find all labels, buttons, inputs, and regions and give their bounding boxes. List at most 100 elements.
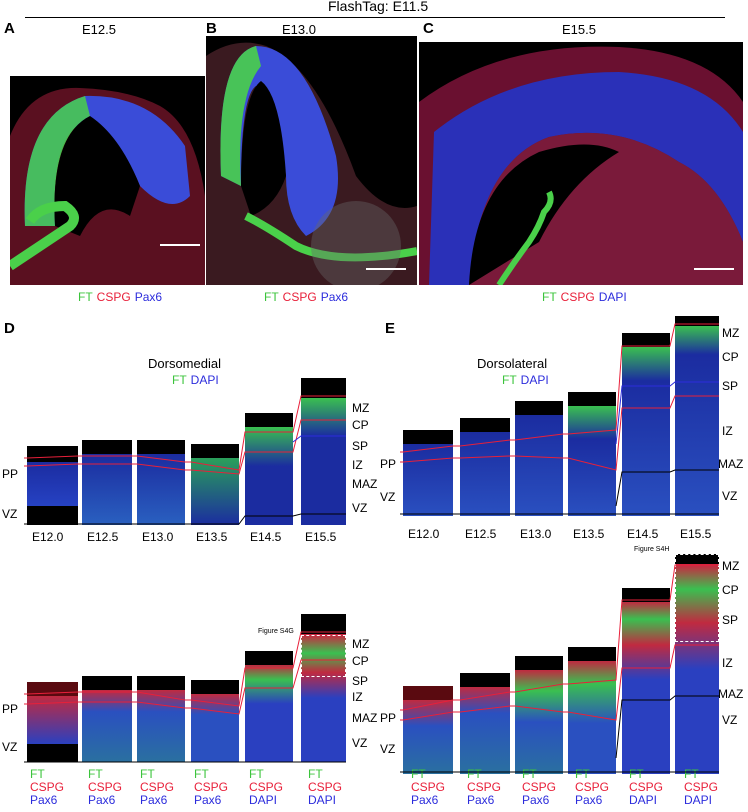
panel-e-stage-label: E13.5 xyxy=(573,527,605,541)
stage-label-a: E12.5 xyxy=(82,22,116,37)
panel-e-stage-label: E12.0 xyxy=(408,527,440,541)
panel-e-top-e14-5 xyxy=(622,333,670,516)
panel-e-top-e13-5 xyxy=(568,392,616,516)
panel-e-inset-box xyxy=(675,554,719,642)
panel-d-title: Dorsomedial xyxy=(148,356,221,371)
zone-label-pp: PP xyxy=(380,457,397,471)
legend-a: FT CSPG Pax6 xyxy=(78,290,163,304)
zone-label-vz: VZ xyxy=(2,507,18,521)
panel-d-top-e14-5 xyxy=(245,413,293,525)
micrograph-a xyxy=(10,76,205,285)
zone-label-sp: SP xyxy=(722,613,739,627)
zone-label-vz: VZ xyxy=(380,742,396,756)
zone-label-maz: MAZ xyxy=(352,477,378,491)
zone-label-maz: MAZ xyxy=(718,687,744,701)
panel-e-bottom-e13-0 xyxy=(515,656,563,774)
legend-c: FT CSPG DAPI xyxy=(542,290,627,304)
panel-e-top-e12-5 xyxy=(460,418,510,516)
panel-letter-b: B xyxy=(206,20,217,37)
panel-d-stage-label: E15.5 xyxy=(305,530,337,544)
zone-label-pp: PP xyxy=(2,467,19,481)
panel-d-top-e12-0 xyxy=(27,446,78,525)
panel-d-bottom-e13-0 xyxy=(137,676,185,762)
panel-e-top-e13-0 xyxy=(515,401,563,516)
panel-e-bottom-legend: FT CSPG Pax6 xyxy=(467,767,502,807)
panel-letter-e: E xyxy=(385,320,396,337)
panel-d-bottom-e13-5 xyxy=(191,680,239,762)
panel-d-stage-label: E13.0 xyxy=(142,530,174,544)
panel-e-top-e12-0 xyxy=(403,430,453,516)
panel-e-bottom-e14-5 xyxy=(622,588,670,774)
panel-d-stage-label: E12.5 xyxy=(87,530,119,544)
panel-d-bottom-legend: FT CSPG Pax6 xyxy=(30,767,65,807)
zone-label-iz: IZ xyxy=(352,458,363,472)
panel-d-inset-label: Figure S4G xyxy=(258,628,294,635)
panel-letter-a: A xyxy=(4,20,15,37)
title-rule xyxy=(25,17,725,18)
panel-e-stage-label: E14.5 xyxy=(627,527,659,541)
stage-label-c: E15.5 xyxy=(562,22,596,37)
panel-e-stage-label: E12.5 xyxy=(465,527,497,541)
micrograph-c xyxy=(419,42,743,285)
panel-d-inset-box xyxy=(301,635,346,677)
panel-e-bottom-legend: FT CSPG DAPI xyxy=(629,767,664,807)
panel-d-top-e13-0 xyxy=(137,440,185,525)
scale-bar xyxy=(160,244,200,246)
zone-label-pp: PP xyxy=(2,702,19,716)
panel-d-stage-label: E12.0 xyxy=(32,530,64,544)
zone-label-cp: CP xyxy=(352,418,369,432)
panel-d-top-e13-5 xyxy=(191,444,239,525)
panel-e-bottom-e12-0 xyxy=(403,686,453,774)
panel-d-bottom-legend: FT CSPG Pax6 xyxy=(140,767,175,807)
zone-label-maz: MAZ xyxy=(352,711,378,725)
panel-e-inset-label: Figure S4H xyxy=(634,546,670,553)
zone-label-vz: VZ xyxy=(380,490,396,504)
panel-letter-d: D xyxy=(4,320,15,337)
panel-d-bottom-legend: FT CSPG Pax6 xyxy=(194,767,229,807)
zone-label-vz: VZ xyxy=(722,489,738,503)
panel-d-bottom-e12-5 xyxy=(82,676,132,762)
zone-label-vz: VZ xyxy=(722,713,738,727)
zone-label-sp: SP xyxy=(352,439,369,453)
scale-bar xyxy=(694,268,734,270)
panel-e-bottom-legend: FT CSPG DAPI xyxy=(684,767,719,807)
zone-label-mz: MZ xyxy=(722,559,740,573)
panel-e-legend: FT DAPI xyxy=(502,373,549,387)
panel-e-bottom-e12-5 xyxy=(460,673,510,774)
panel-d-bottom-legend: FT CSPG DAPI xyxy=(308,767,343,807)
zone-label-vz: VZ xyxy=(2,740,18,754)
panel-d-legend: FT DAPI xyxy=(172,373,219,387)
panel-d-bottom-e12-0 xyxy=(27,682,78,762)
panel-e-stage-label: E15.5 xyxy=(680,527,712,541)
panel-e-bottom-legend: FT CSPG Pax6 xyxy=(522,767,557,807)
stage-label-b: E13.0 xyxy=(282,22,316,37)
zone-label-cp: CP xyxy=(352,654,369,668)
zone-label-iz: IZ xyxy=(722,424,733,438)
panel-e-stage-label: E13.0 xyxy=(520,527,552,541)
zone-label-sp: SP xyxy=(352,674,369,688)
panel-e-bottom-e13-5 xyxy=(568,647,616,774)
panel-d-top-e12-5 xyxy=(82,440,132,525)
zone-label-mz: MZ xyxy=(352,401,370,415)
panel-d-bottom-legend: FT CSPG DAPI xyxy=(249,767,284,807)
panel-d-bottom-legend: FT CSPG Pax6 xyxy=(88,767,123,807)
scale-bar xyxy=(366,268,406,270)
zone-label-cp: CP xyxy=(722,350,739,364)
zone-label-mz: MZ xyxy=(352,637,370,651)
legend-b: FT CSPG Pax6 xyxy=(264,290,349,304)
zone-label-iz: IZ xyxy=(352,690,363,704)
zone-label-vz: VZ xyxy=(352,736,368,750)
zone-label-cp: CP xyxy=(722,583,739,597)
zone-label-pp: PP xyxy=(380,711,397,725)
panel-e-top-e15-5 xyxy=(675,316,719,516)
panel-letter-c: C xyxy=(423,20,434,37)
micrograph-b xyxy=(206,36,417,285)
panel-e-title: Dorsolateral xyxy=(477,356,548,371)
zone-label-vz: VZ xyxy=(352,501,368,515)
zone-label-mz: MZ xyxy=(722,326,740,340)
panel-d-stage-label: E14.5 xyxy=(250,530,282,544)
panel-d-stage-label: E13.5 xyxy=(196,530,228,544)
panel-d-top-e15-5 xyxy=(301,378,346,525)
panel-d-bottom-e14-5 xyxy=(245,651,293,762)
panel-e-bottom-legend: FT CSPG Pax6 xyxy=(411,767,446,807)
